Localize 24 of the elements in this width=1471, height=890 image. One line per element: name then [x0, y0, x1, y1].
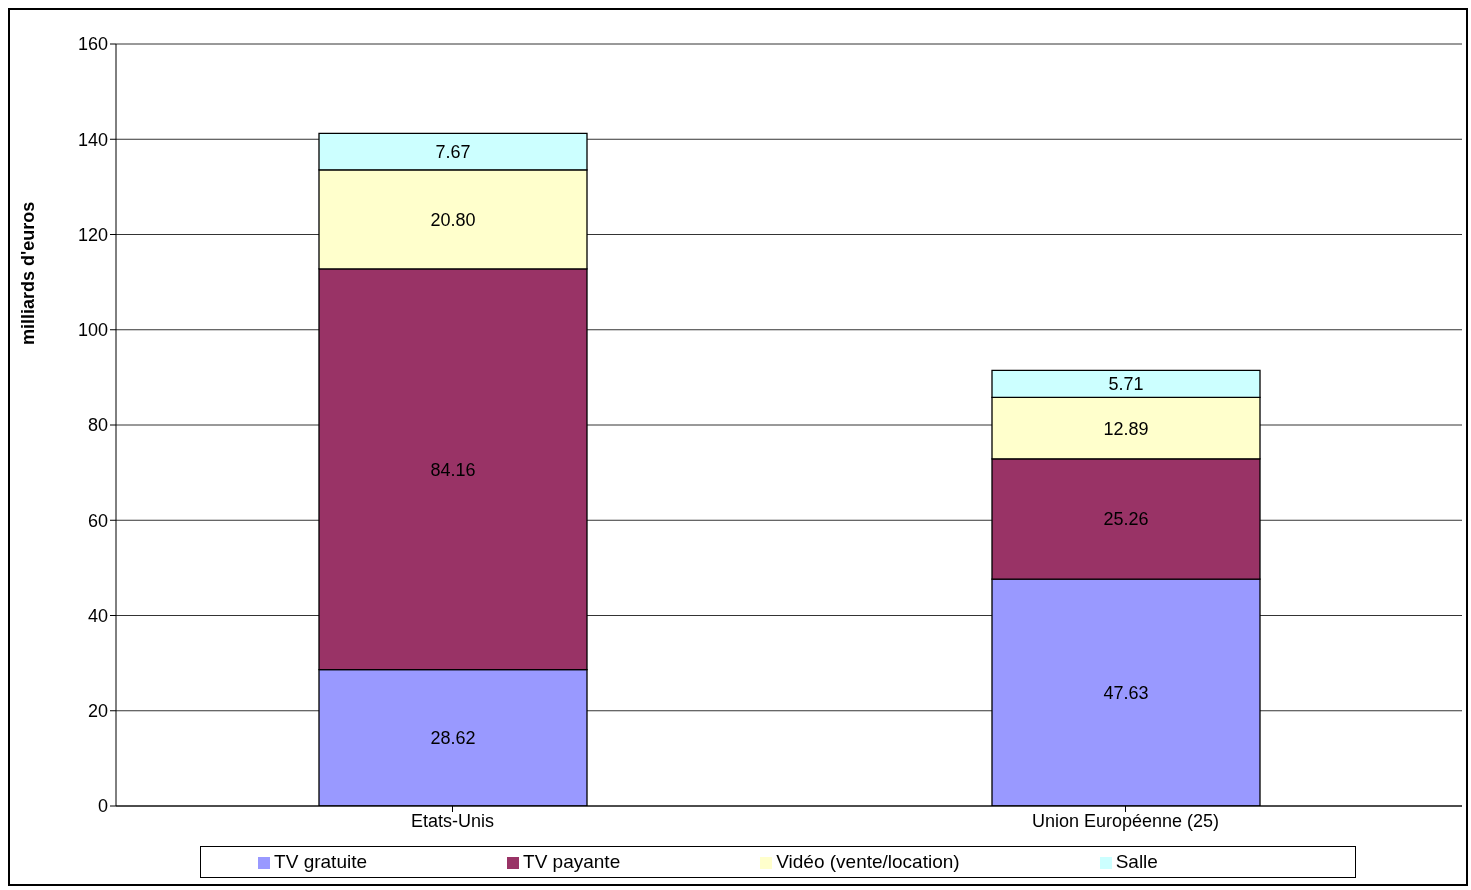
y-tick-label: 0: [97, 796, 108, 817]
legend-label: Salle: [1115, 851, 1158, 872]
data-label: 84.16: [430, 459, 476, 480]
legend-label: TV gratuite: [274, 851, 368, 872]
y-tick-label: 140: [77, 129, 108, 150]
data-label: 25.26: [1103, 509, 1149, 530]
y-tick-label: 20: [87, 701, 108, 722]
x-tick-label: Union Européenne (25): [1031, 810, 1220, 831]
y-tick-label: 120: [77, 224, 108, 245]
data-label: 20.80: [430, 209, 476, 230]
data-label: 7.67: [435, 141, 471, 162]
data-label: 47.63: [1103, 682, 1149, 703]
data-label: 12.89: [1103, 418, 1149, 439]
y-tick-label: 160: [77, 34, 108, 55]
data-label: 5.71: [1108, 374, 1144, 395]
data-label: 28.62: [430, 728, 476, 749]
legend-label: TV payante: [523, 851, 621, 872]
y-axis-title: milliards d'euros: [18, 201, 39, 345]
y-tick-label: 40: [87, 605, 108, 626]
x-tick-label: Etats-Unis: [410, 810, 495, 831]
y-tick-label: 60: [87, 510, 108, 531]
y-tick-label: 80: [87, 415, 108, 436]
legend-label: Vidéo (vente/location): [776, 851, 960, 872]
y-tick-label: 100: [77, 320, 108, 341]
